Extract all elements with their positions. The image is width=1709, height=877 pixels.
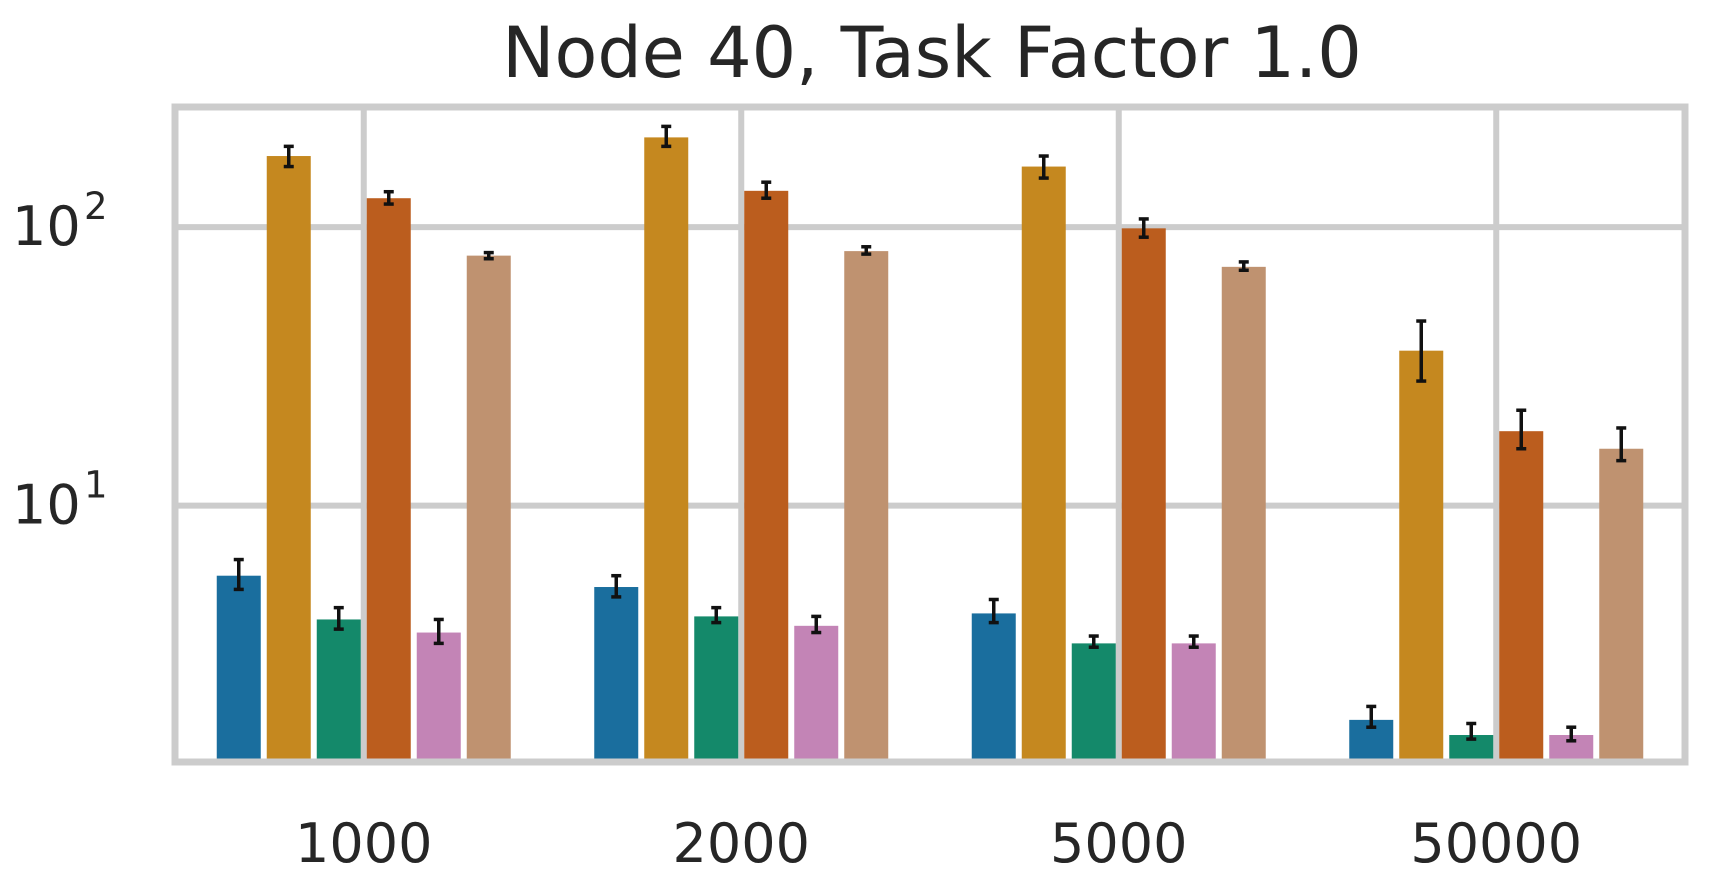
- x-tick-label: 1000: [295, 812, 432, 875]
- y-tick-label: 10: [12, 474, 81, 537]
- bar: [1399, 350, 1444, 762]
- bar: [1121, 228, 1166, 762]
- bar: [266, 156, 311, 762]
- bar: [216, 575, 261, 762]
- bar: [744, 190, 789, 763]
- bar: [1071, 643, 1116, 762]
- bar: [1021, 166, 1066, 763]
- bar: [416, 632, 461, 762]
- bar: [1221, 266, 1266, 762]
- bar: [594, 587, 639, 762]
- bar: [794, 625, 839, 762]
- x-tick-label: 2000: [673, 812, 810, 875]
- y-tick-label: 10: [12, 195, 81, 258]
- plot-frame: [171, 103, 1689, 766]
- y-tick-exponent: 1: [84, 464, 108, 507]
- y-tick-exponent: 2: [84, 185, 108, 228]
- bar: [466, 255, 511, 762]
- bar: [1599, 448, 1644, 762]
- bar: [844, 251, 889, 762]
- bar: [366, 198, 411, 763]
- bar: [971, 613, 1016, 762]
- x-tick-label: 5000: [1050, 812, 1187, 875]
- bar: [316, 619, 361, 762]
- bar: [694, 616, 739, 762]
- bar: [1499, 431, 1544, 762]
- bar: [644, 137, 689, 763]
- bar: [1171, 643, 1216, 762]
- bars: [216, 137, 1644, 763]
- x-tick-label: 50000: [1410, 812, 1582, 875]
- error-bars: [233, 124, 1627, 743]
- chart-title: Node 40, Task Factor 1.0: [502, 12, 1362, 94]
